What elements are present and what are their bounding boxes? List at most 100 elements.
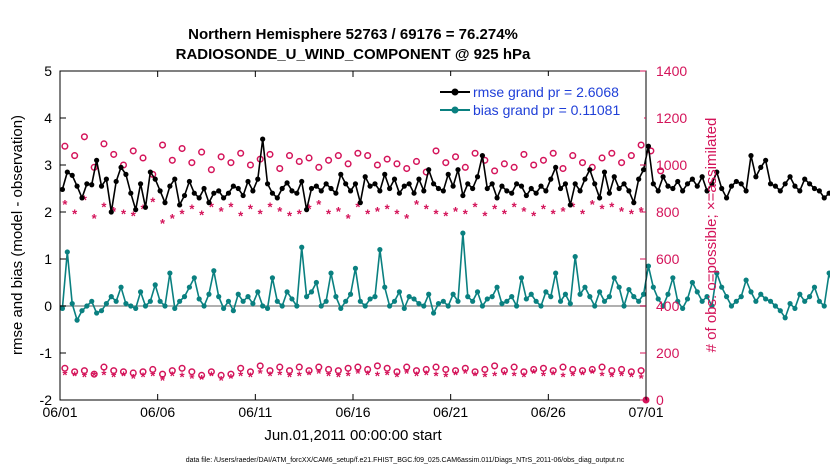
rmse-point	[396, 190, 402, 196]
assimilated_low-point: *	[414, 369, 420, 384]
rmse-point	[767, 181, 774, 187]
bias-point	[533, 298, 539, 304]
assimilated_low-point: *	[140, 370, 146, 385]
rmse-point	[245, 178, 251, 185]
bias-point	[767, 298, 774, 304]
rmse-point	[264, 181, 271, 187]
chart-title-line1: Northern Hemisphere 52763 / 69176 = 76.2…	[188, 26, 518, 43]
bias-point	[294, 303, 300, 309]
bias-point	[103, 301, 109, 307]
data-file-footnote: data file: /Users/raeder/DAI/ATM_forcXX/…	[186, 457, 625, 464]
bias-point	[416, 301, 422, 307]
bias-point	[250, 301, 256, 307]
rmse-point	[704, 188, 710, 194]
bias-point	[172, 305, 178, 311]
rmse-point	[719, 185, 725, 192]
rmse-point	[147, 169, 153, 175]
rmse-point	[181, 192, 188, 199]
rmse-point	[357, 200, 363, 206]
assimilated-point: *	[541, 202, 547, 217]
assimilated_low-point: *	[277, 367, 283, 382]
rmse-point	[797, 188, 803, 194]
assimilated-point: *	[199, 208, 205, 223]
bias-point	[806, 294, 813, 300]
rmse-point	[382, 171, 388, 177]
bias-point	[162, 303, 168, 309]
bias-point	[689, 279, 695, 286]
rmse-point	[538, 183, 544, 189]
possible_low-point	[432, 363, 440, 371]
possible_low-point	[539, 364, 548, 372]
rmse-point	[440, 188, 446, 194]
rmse-point	[636, 176, 642, 182]
assimilated_low-point: *	[111, 370, 117, 385]
possible-point	[159, 141, 167, 149]
bias-point	[308, 289, 315, 295]
rmse-point	[787, 174, 793, 180]
assimilated_low-point: *	[629, 370, 635, 385]
plot-frame	[59, 70, 647, 401]
bias-point	[304, 294, 310, 300]
legend: rmse grand pr = 2.6068 bias grand pr = 0…	[436, 76, 644, 120]
y-left-tick-label: 3	[44, 157, 52, 173]
bias-point	[528, 291, 534, 297]
possible_low-point	[334, 367, 342, 375]
bias-point	[382, 284, 388, 290]
bias-point	[816, 298, 822, 304]
assimilated_low-point: *	[385, 367, 391, 382]
possible-point	[549, 149, 557, 157]
bias-point	[98, 308, 105, 314]
possible_low-point	[530, 365, 538, 374]
possible_low-point	[403, 363, 411, 371]
bias-point	[421, 303, 427, 309]
assimilated-point: *	[355, 199, 361, 214]
possible-point	[305, 154, 313, 162]
assimilated-point: *	[570, 199, 576, 214]
rmse-point	[621, 181, 627, 187]
rmse-point	[479, 153, 486, 159]
assimilated_low-point: *	[619, 369, 625, 384]
rmse-point	[186, 178, 193, 185]
bias-point	[352, 265, 359, 271]
assimilated_low-point: *	[590, 366, 596, 381]
rmse-point	[758, 164, 764, 170]
possible_low-point	[237, 364, 245, 372]
possible-point	[168, 156, 176, 164]
possible_low-point	[246, 368, 254, 376]
rmse-point	[118, 164, 124, 170]
rmse-point	[709, 181, 715, 187]
possible_low-point	[325, 365, 333, 374]
rmse-point	[279, 185, 285, 192]
bias-point	[113, 298, 119, 304]
rmse-point	[225, 190, 232, 196]
bias-point	[230, 308, 236, 314]
bias-point	[69, 301, 75, 307]
possible-point	[198, 148, 206, 156]
rmse-point	[235, 185, 241, 192]
bias-point	[455, 298, 461, 304]
assimilated_low-point: *	[600, 369, 606, 384]
assimilated_low-point: *	[248, 370, 254, 385]
assimilated-point: *	[62, 197, 68, 212]
rmse-point	[401, 183, 407, 189]
assimilated-point: *	[131, 209, 137, 224]
assimilated-point: *	[189, 202, 195, 217]
rmse-point	[782, 181, 788, 187]
rmse-point	[465, 181, 471, 187]
bias-point	[479, 303, 486, 309]
bias-point	[572, 254, 578, 260]
possible-point	[393, 160, 401, 168]
assimilated-point: *	[580, 206, 586, 221]
rmse-point	[562, 181, 569, 187]
rmse-point	[557, 185, 564, 192]
bias-point	[264, 305, 271, 311]
possible_low-point	[159, 370, 167, 378]
possible-point	[530, 161, 538, 169]
rmse-point	[172, 176, 178, 182]
rmse-point	[631, 200, 637, 206]
possible-point	[383, 155, 391, 163]
assimilated_low-point: *	[424, 367, 430, 382]
bias-point	[235, 291, 241, 297]
rmse-point	[372, 181, 378, 187]
rmse-point	[167, 183, 173, 189]
